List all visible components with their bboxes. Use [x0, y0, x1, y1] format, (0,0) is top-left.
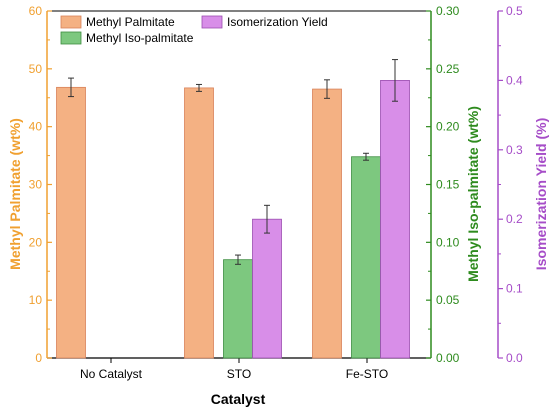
legend-label: Isomerization Yield: [227, 15, 328, 29]
right-2-tick-label: 0.2: [506, 212, 523, 226]
bar: [223, 259, 253, 359]
bar: [351, 156, 381, 359]
right-axis-1-title: Methyl Iso-palmitate (wt%): [465, 106, 481, 282]
left-axis-title: Methyl Palmitate (wt%): [7, 118, 23, 270]
x-axis-title: Catalyst: [211, 391, 266, 407]
x-tick-label: STO: [227, 367, 251, 381]
legend-swatch: [60, 31, 82, 45]
left-tick-label: 30: [29, 178, 43, 192]
left-tick-label: 50: [29, 62, 43, 76]
right-2-tick-label: 0.5: [506, 4, 523, 18]
right-1-tick-label: 0.00: [436, 351, 460, 365]
bar: [312, 88, 342, 359]
bar: [56, 86, 86, 359]
bar: [252, 218, 282, 359]
right-2-tick-label: 0.3: [506, 143, 523, 157]
right-2-tick-label: 0.4: [506, 73, 523, 87]
legend-swatch: [60, 15, 82, 29]
x-tick-label: Fe-STO: [346, 367, 388, 381]
left-tick-label: 10: [29, 293, 43, 307]
legend-swatch: [201, 15, 223, 29]
left-tick-label: 60: [29, 4, 43, 18]
right-axis-2-title: Isomerization Yield (%): [533, 118, 549, 270]
right-1-tick-label: 0.05: [436, 293, 460, 307]
legend-label: Methyl Palmitate: [86, 15, 175, 29]
x-tick-label: No Catalyst: [80, 367, 143, 381]
right-1-tick-label: 0.20: [436, 120, 460, 134]
left-tick-label: 0: [35, 351, 42, 365]
left-tick-label: 20: [29, 235, 43, 249]
bar: [380, 80, 410, 359]
legend-label: Methyl Iso-palmitate: [86, 31, 194, 45]
bar: [184, 87, 214, 359]
right-2-tick-label: 0.0: [506, 351, 523, 365]
right-1-tick-label: 0.15: [436, 178, 460, 192]
right-2-tick-label: 0.1: [506, 282, 523, 296]
left-tick-label: 40: [29, 120, 43, 134]
right-1-tick-label: 0.25: [436, 62, 460, 76]
right-1-tick-label: 0.10: [436, 235, 460, 249]
right-1-tick-label: 0.30: [436, 4, 460, 18]
